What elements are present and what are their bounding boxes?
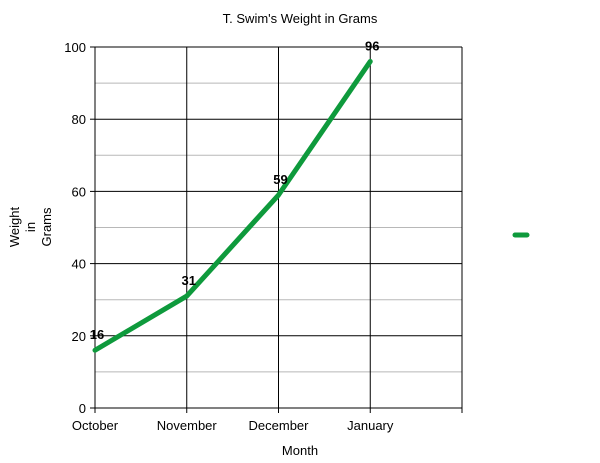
series-line [92,58,373,353]
x-tick-labels: October November December January [72,418,394,433]
x-tick-label: November [157,418,218,433]
grid-lines [94,46,463,409]
y-tick-label: 60 [72,184,86,199]
y-tick-labels: 0 20 40 60 80 100 [64,40,86,416]
y-tick-label: 40 [72,257,86,272]
y-axis-label: Weight in Grams [7,207,54,248]
x-axis-label: Month [282,443,318,458]
data-label: 31 [182,273,196,288]
y-tick-label: 20 [72,329,86,344]
data-labels: 16 31 59 96 [90,38,380,342]
y-axis-label-line-1: Weight [7,207,22,248]
y-axis-label-line-2: in [23,222,38,232]
data-label: 16 [90,327,104,342]
data-label: 96 [365,38,379,53]
x-tick-label: October [72,418,119,433]
chart-title: T. Swim's Weight in Grams [223,11,378,26]
series-lines [92,58,373,353]
data-label: 59 [273,172,287,187]
y-tick-label: 100 [64,40,86,55]
y-tick-label: 0 [79,401,86,416]
y-tick-label: 80 [72,112,86,127]
x-tick-label: December [249,418,310,433]
y-axis-label-line-3: Grams [39,207,54,247]
x-tick-label: January [347,418,394,433]
axes [90,46,463,413]
